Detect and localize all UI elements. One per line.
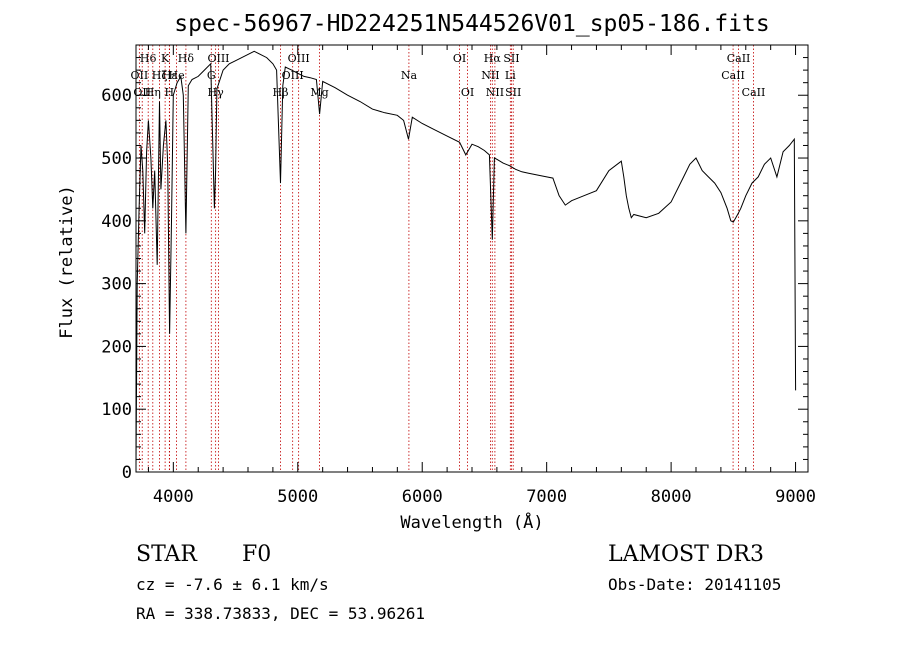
line-marker-label-5: K (161, 52, 170, 65)
line-marker-label-3: Hη (145, 86, 161, 99)
redshift-velocity: cz = -7.6 ± 6.1 km/s (136, 575, 329, 594)
x-tick-label-0: 4000 (153, 487, 194, 507)
line-marker-label-7: Hε (162, 69, 178, 82)
line-marker-label-13: Hβ (273, 86, 289, 99)
line-marker-label-20: NII (481, 69, 499, 82)
chart-title: spec-56967-HD224251N544526V01_sp05-186.f… (174, 11, 769, 37)
line-marker-label-28: CaII (742, 86, 766, 99)
object-subclass: F0 (242, 542, 271, 567)
x-tick-label-2: 6000 (402, 487, 443, 507)
y-tick-label-4: 400 (101, 212, 132, 232)
line-marker-label-1: OII (133, 86, 151, 99)
line-marker-label-12: OIII (207, 52, 229, 65)
coordinates: RA = 338.73833, DEC = 53.96261 (136, 604, 425, 623)
y-tick-label-3: 300 (101, 275, 132, 295)
y-tick-label-5: 500 (101, 149, 132, 169)
line-marker-label-11: Hγ (208, 86, 225, 99)
line-marker-label-16: Mg (310, 86, 328, 99)
survey-name: LAMOST DR3 (608, 542, 764, 567)
x-tick-label-1: 5000 (277, 487, 318, 507)
line-marker-label-6: H (165, 86, 175, 99)
line-marker-label-18: OI (453, 52, 466, 65)
line-marker-label-21: Hα (484, 52, 502, 65)
x-tick-label-4: 8000 (651, 487, 692, 507)
flux-series-line (135, 50, 797, 466)
x-axis-ticks: 4000 5000 6000 7000 8000 9000 (147, 45, 816, 507)
line-marker-label-27: CaII (727, 52, 751, 65)
x-tick-label-5: 9000 (775, 487, 816, 507)
line-marker-label-23: Li (505, 69, 516, 82)
y-tick-label-0: 0 (122, 463, 132, 483)
line-marker-labels: OIIOIIH6HηHζKHHεHeHδGHγOIIIHβOIIIOIIIMgN… (131, 52, 766, 99)
line-marker-label-19: OI (461, 86, 474, 99)
line-marker-label-8: He (169, 69, 185, 82)
y-axis-label: Flux (relative) (57, 185, 77, 339)
y-tick-label-2: 200 (101, 337, 132, 357)
line-markers (138, 45, 754, 472)
line-marker-label-26: CaII (721, 69, 745, 82)
line-marker-label-2: H6 (140, 52, 157, 65)
object-class: STAR (136, 542, 198, 567)
line-marker-label-22: NII (486, 86, 504, 99)
y-tick-label-6: 600 (101, 86, 132, 106)
line-marker-label-15: OIII (288, 52, 310, 65)
line-marker-label-4: Hζ (152, 69, 168, 82)
line-marker-label-24: SII (503, 52, 519, 65)
observation-date: Obs-Date: 20141105 (608, 575, 781, 594)
x-tick-label-3: 7000 (526, 487, 567, 507)
y-axis-ticks: 0 100 200 300 400 500 600 (101, 57, 808, 483)
plot-frame (135, 44, 809, 473)
y-tick-label-1: 100 (101, 400, 132, 420)
line-marker-label-17: Na (401, 69, 418, 82)
line-marker-label-0: OII (131, 69, 149, 82)
x-axis-label: Wavelength (Å) (400, 511, 543, 533)
line-marker-label-9: Hδ (178, 52, 195, 65)
line-marker-label-25: SII (505, 86, 521, 99)
line-marker-label-14: OIII (282, 69, 304, 82)
